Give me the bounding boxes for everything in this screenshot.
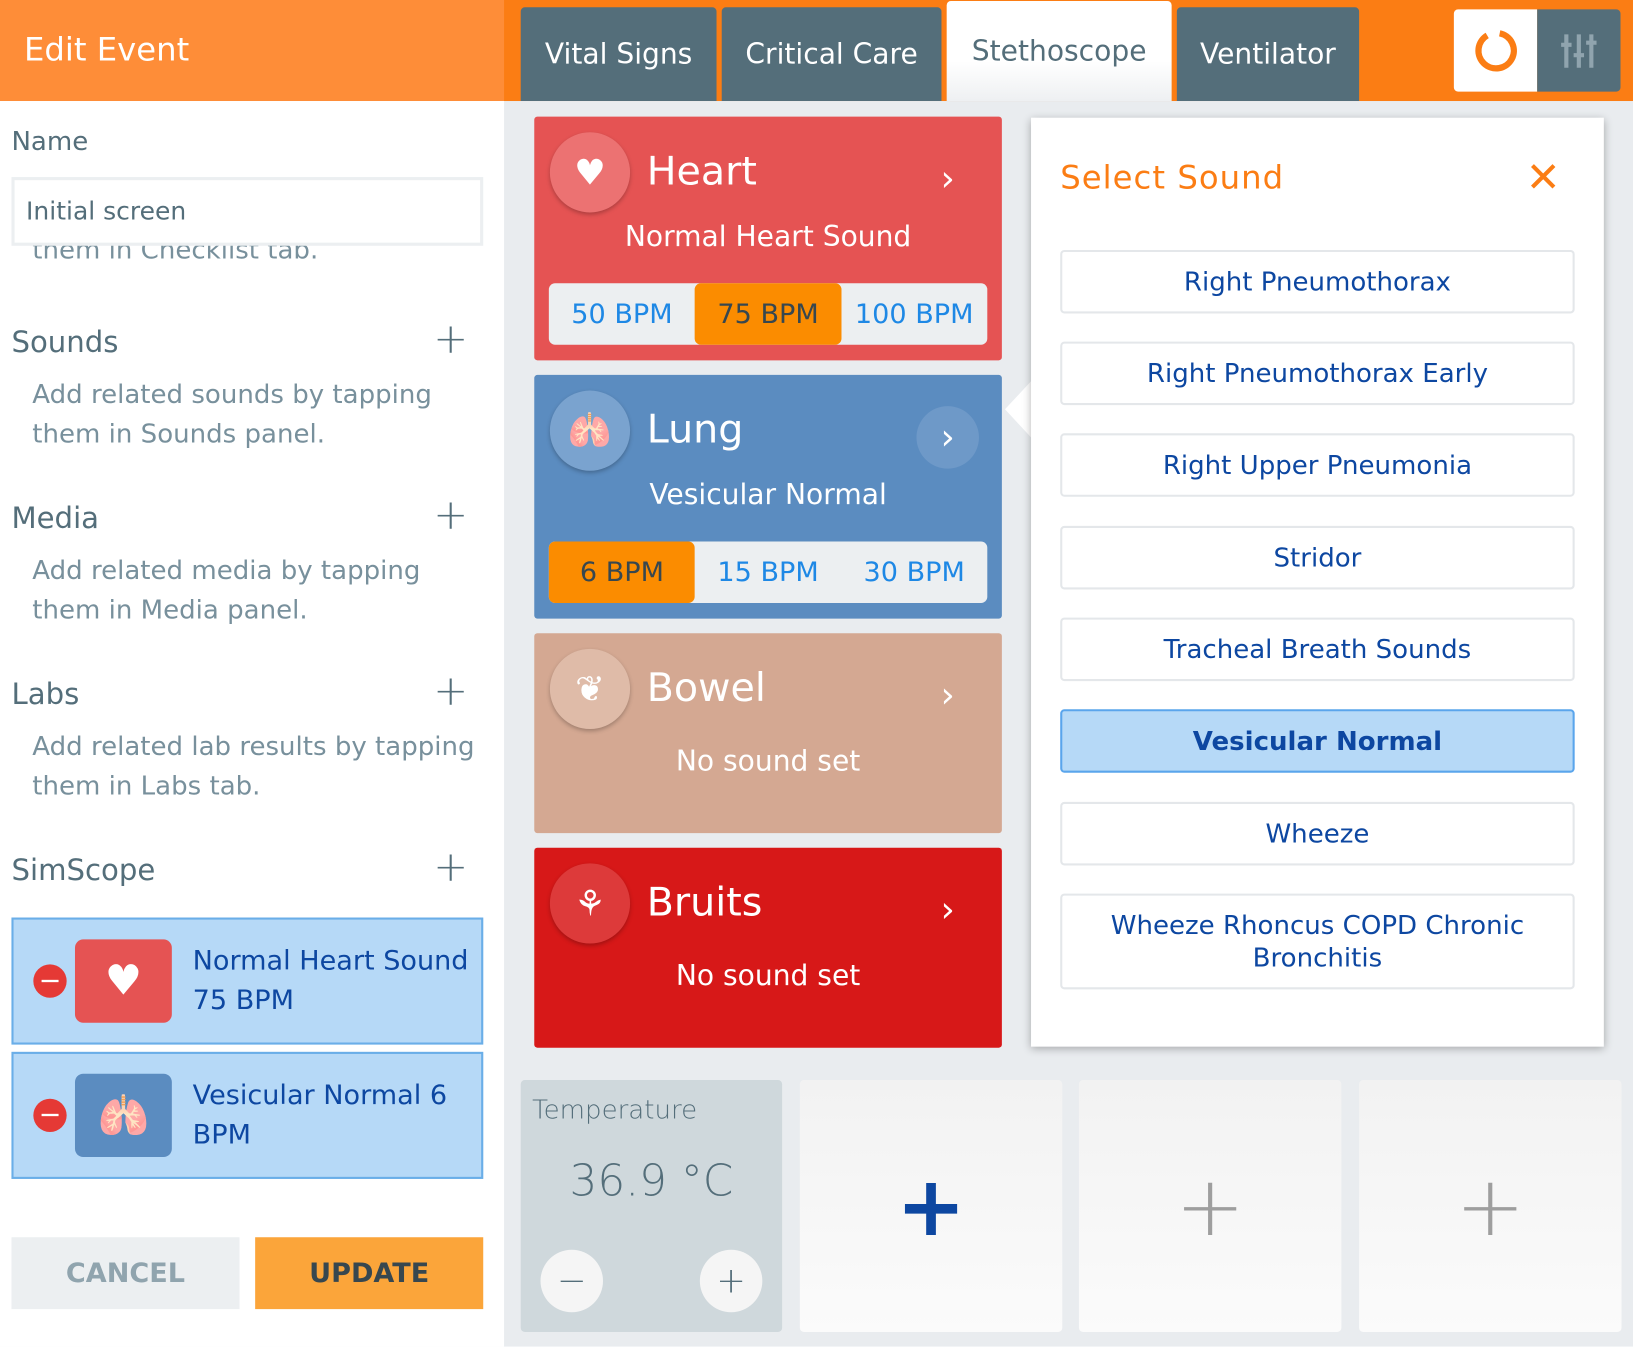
close-icon[interactable]: ✕ [1525,154,1561,203]
clipped-hint-text: them in Checklist tab. [32,245,319,265]
sound-option[interactable]: Stridor [1060,525,1575,590]
simscope-item[interactable]: − ♥ Normal Heart Sound 75 BPM [11,917,484,1045]
heart-icon: ♥ [74,939,172,1023]
simscope-heading: SimScope [11,852,156,888]
name-label: Name [11,126,89,157]
remove-icon[interactable]: − [33,1098,67,1133]
chevron-right-icon[interactable]: › [916,406,979,469]
chevron-right-icon[interactable]: › [940,889,955,932]
sound-option[interactable]: Right Upper Pneumonia [1060,433,1575,497]
mixer-icon [1561,33,1597,68]
card-sound: Vesicular Normal [649,479,887,512]
card-sound: No sound set [675,745,861,778]
heart-card[interactable]: ♥ Heart › Normal Heart Sound 50 BPM 75 B… [534,116,1002,361]
card-title: Heart [646,147,757,194]
add-tile-button[interactable]: + [1078,1079,1342,1333]
temperature-tile[interactable]: Temperature 36.9 °C − + [520,1079,783,1333]
rate-option[interactable]: 100 BPM [854,298,974,330]
artery-icon: ⚘ [549,863,631,944]
bowel-icon: ❦ [549,648,631,730]
card-title: Bruits [646,878,763,925]
refresh-icon [1475,29,1517,71]
heart-rate-selector[interactable]: 50 BPM 75 BPM 100 BPM [548,283,988,345]
page-title: Edit Event [0,0,505,102]
add-tile-button[interactable]: + [799,1079,1063,1333]
decrease-temperature-button[interactable]: − [540,1249,603,1313]
name-input[interactable]: Initial screen [11,177,484,246]
lungs-icon: 🫁 [549,390,631,471]
add-media-button[interactable]: + [433,491,469,540]
card-sound: No sound set [675,960,861,993]
refresh-button[interactable] [1453,9,1538,92]
lung-rate-selector[interactable]: 6 BPM 15 BPM 30 BPM [548,541,988,603]
add-sound-button[interactable]: + [433,315,469,364]
labs-hint: Add related lab results by tapping them … [32,731,475,801]
lung-card[interactable]: 🫁 Lung › Vesicular Normal 6 BPM 15 BPM 3… [534,374,1002,619]
media-hint: Add related media by tapping them in Med… [32,555,421,625]
sound-option-selected[interactable]: Vesicular Normal [1060,709,1575,773]
temperature-label: Temperature [532,1094,698,1125]
update-button[interactable]: UPDATE [255,1237,484,1310]
tab-stethoscope[interactable]: Stethoscope [946,1,1172,102]
sound-option[interactable]: Wheeze [1060,801,1575,866]
mixer-button[interactable] [1537,9,1621,92]
rate-option-selected[interactable]: 6 BPM [548,541,695,603]
simscope-item[interactable]: − 🫁 Vesicular Normal 6 BPM [11,1051,484,1179]
card-sound: Normal Heart Sound [624,220,912,254]
bowel-card[interactable]: ❦ Bowel › No sound set [534,633,1002,834]
simscope-item-label: Normal Heart Sound 75 BPM [192,945,469,1017]
rate-option-selected[interactable]: 75 BPM [694,283,842,345]
select-sound-popover: Select Sound ✕ Right Pneumothorax Right … [1031,117,1604,1047]
simscope-item-label: Vesicular Normal 6 BPM [192,1079,448,1151]
card-title: Bowel [646,664,766,711]
chevron-right-icon[interactable]: › [940,674,955,717]
rate-option[interactable]: 15 BPM [717,556,819,588]
tab-vital-signs[interactable]: Vital Signs [520,7,717,102]
sound-option[interactable]: Tracheal Breath Sounds [1060,617,1575,682]
sound-option[interactable]: Right Pneumothorax Early [1060,341,1575,406]
temperature-value: 36.9 °C [569,1154,734,1206]
clipped-hint: them in Checklist tab. [32,246,318,267]
sound-option[interactable]: Right Pneumothorax [1060,249,1575,314]
labs-heading: Labs [11,676,80,712]
heart-icon: ♥ [549,132,631,213]
lungs-icon: 🫁 [74,1073,172,1158]
sounds-hint: Add related sounds by tapping them in So… [32,379,432,449]
sounds-heading: Sounds [11,324,119,360]
card-title: Lung [646,406,744,452]
rate-option[interactable]: 30 BPM [863,556,965,588]
tab-ventilator[interactable]: Ventilator [1176,7,1360,102]
rate-option[interactable]: 50 BPM [571,298,673,330]
add-tile-button[interactable]: + [1359,1079,1622,1333]
add-simscope-button[interactable]: + [433,843,469,892]
remove-icon[interactable]: − [33,964,67,998]
media-heading: Media [11,500,100,536]
bruits-card[interactable]: ⚘ Bruits › No sound set [534,847,1002,1048]
popover-arrow [1004,380,1033,439]
increase-temperature-button[interactable]: + [699,1249,763,1313]
sound-option[interactable]: Wheeze Rhoncus COPD Chronic Bronchitis [1060,893,1575,990]
chevron-right-icon[interactable]: › [940,158,955,200]
popover-title: Select Sound [1060,159,1285,197]
add-lab-button[interactable]: + [433,667,469,716]
tab-critical-care[interactable]: Critical Care [721,7,942,102]
cancel-button[interactable]: CANCEL [11,1237,240,1310]
